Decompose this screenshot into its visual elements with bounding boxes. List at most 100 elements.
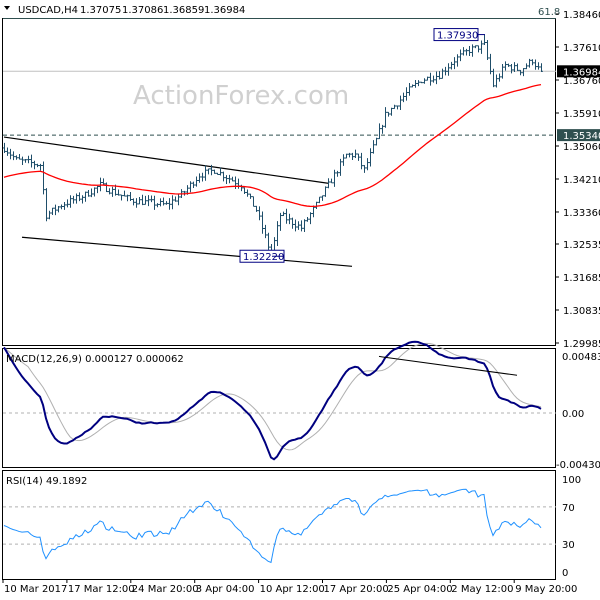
price-bar xyxy=(201,172,204,182)
price-bar xyxy=(471,44,474,57)
price-bar xyxy=(384,107,387,128)
price-bar xyxy=(111,186,114,197)
price-bar xyxy=(369,148,372,167)
time-tick-label: 17 Apr 20:00 xyxy=(324,584,389,595)
price-bar xyxy=(330,178,333,184)
price-bar xyxy=(501,64,504,79)
current-price-label-bg xyxy=(557,65,600,78)
price-bar xyxy=(480,40,483,54)
price-bar xyxy=(21,156,24,165)
header: USDCAD,H4 1.37075 1.37086 1.36859 1.3698… xyxy=(4,5,245,16)
price-bar xyxy=(249,193,252,199)
price-bar xyxy=(285,208,288,224)
price-bar xyxy=(246,189,249,197)
rsi-label: RSI(14) 49.1892 xyxy=(6,476,87,487)
price-bar xyxy=(450,61,453,70)
price-bar xyxy=(207,168,210,175)
price-bar xyxy=(510,63,513,74)
price-bar xyxy=(282,211,285,217)
rsi-tick-label: 30 xyxy=(562,540,575,551)
price-bar xyxy=(27,155,30,164)
price-bar xyxy=(306,217,309,222)
price-bar xyxy=(93,187,96,197)
price-bar xyxy=(177,193,180,206)
price-bar xyxy=(528,58,531,68)
price-tick-label: 1.34210 xyxy=(563,175,600,186)
price-bar xyxy=(477,45,480,53)
price-bar xyxy=(108,188,111,195)
price-bar xyxy=(78,192,81,202)
price-bar xyxy=(411,84,414,88)
price-bar xyxy=(483,34,486,46)
price-bar xyxy=(87,190,90,197)
price-bar xyxy=(84,191,87,202)
trendline xyxy=(3,136,329,184)
header-high: 1.37086 xyxy=(122,5,163,16)
price-bar xyxy=(18,153,21,160)
price-bar xyxy=(210,164,213,176)
price-bar xyxy=(540,63,543,72)
price-bar xyxy=(366,158,369,171)
price-plot: 1.37930 1.32220 xyxy=(3,28,556,267)
price-bar xyxy=(402,92,405,103)
price-tick-label: 1.30835 xyxy=(563,306,600,317)
price-bar xyxy=(102,178,105,186)
price-bar xyxy=(192,181,195,188)
price-bar xyxy=(150,195,153,203)
price-bar xyxy=(57,206,60,213)
price-bar xyxy=(204,165,207,181)
macd-tick-label: -0.004307 xyxy=(556,460,600,471)
price-annotation-label: 1.37930 xyxy=(437,31,478,42)
price-bar xyxy=(171,195,174,210)
macd-panel-frame xyxy=(2,348,556,468)
price-bar xyxy=(360,152,363,170)
price-bar xyxy=(66,199,69,208)
price-bar xyxy=(348,152,351,158)
price-bar xyxy=(456,54,459,67)
price-bar xyxy=(300,220,303,232)
price-bar xyxy=(309,212,312,225)
price-bar xyxy=(492,68,495,88)
macd-tick-label: 0.00 xyxy=(562,409,584,420)
price-bar xyxy=(420,81,423,84)
price-bar xyxy=(345,153,348,159)
price-bar xyxy=(198,173,201,183)
price-bar xyxy=(435,71,438,85)
price-annotation-label: 1.32220 xyxy=(243,252,284,263)
price-bar xyxy=(159,198,162,207)
header-close: 1.36984 xyxy=(204,5,245,16)
price-bar xyxy=(156,203,159,208)
time-tick-label: 2 May 12:00 xyxy=(451,584,513,595)
price-bar xyxy=(327,178,330,189)
price-bar xyxy=(129,191,132,201)
price-bar xyxy=(339,158,342,176)
macd-label: MACD(12,26,9) 0.000127 0.000062 xyxy=(6,354,184,365)
price-bar xyxy=(75,193,78,204)
price-bar xyxy=(465,48,468,56)
price-bar xyxy=(228,174,231,184)
price-bar xyxy=(69,195,72,208)
price-bar xyxy=(324,186,327,197)
price-bar xyxy=(267,232,270,250)
price-bar xyxy=(312,205,315,218)
price-bar xyxy=(393,104,396,109)
header-symbol: USDCAD,H4 xyxy=(18,5,78,16)
price-bar xyxy=(126,194,129,202)
price-bar xyxy=(378,123,381,140)
price-bar xyxy=(321,195,324,201)
price-bar xyxy=(405,87,408,101)
dropdown-triangle-icon[interactable] xyxy=(4,6,10,10)
price-bar xyxy=(336,170,339,177)
price-bar xyxy=(234,176,237,190)
price-bar xyxy=(216,172,219,175)
time-tick-label: 17 Mar 12:00 xyxy=(68,584,135,595)
price-bar xyxy=(534,59,537,70)
price-bar xyxy=(459,49,462,62)
price-bar xyxy=(261,211,264,234)
price-bar xyxy=(141,194,144,206)
price-bar xyxy=(90,188,93,198)
price-bar xyxy=(519,69,522,76)
header-open: 1.37075 xyxy=(80,5,121,16)
